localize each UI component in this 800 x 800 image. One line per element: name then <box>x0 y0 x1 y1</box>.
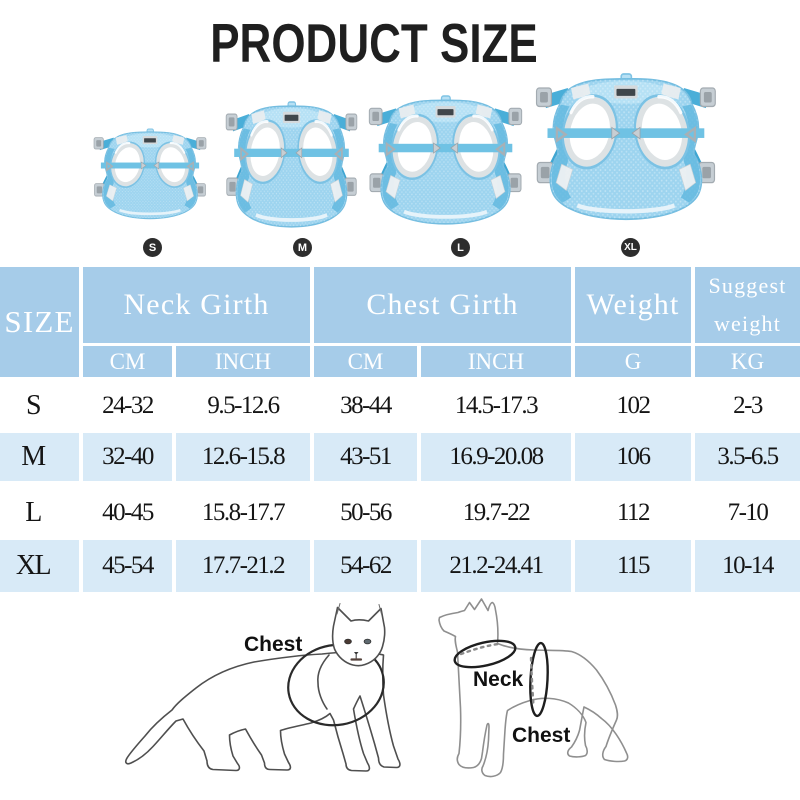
svg-text:Chest: Chest <box>512 724 570 747</box>
svg-text:Chest: Chest <box>244 633 302 656</box>
svg-text:Neck: Neck <box>473 668 524 691</box>
